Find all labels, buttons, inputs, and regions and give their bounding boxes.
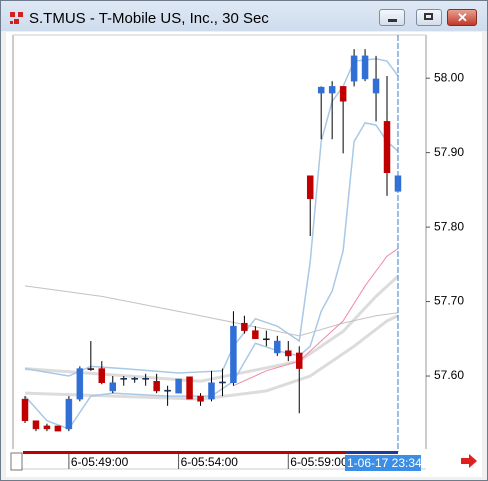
candle-body [328, 86, 336, 94]
chart: 57.60 57.70 57.80 57.90 58.00 6-05:49:00 6-05:… [6, 32, 482, 477]
candle-body [32, 420, 40, 430]
candle-body [54, 425, 62, 432]
time-axis-bar [23, 451, 345, 454]
candle-body [252, 330, 259, 340]
indicator-line [24, 275, 399, 383]
y-tick-label: 57.70 [434, 294, 464, 308]
candle-body [109, 382, 117, 392]
indicator-line [24, 58, 399, 377]
cursor-label-box [344, 455, 421, 471]
candle-body [350, 55, 358, 82]
indicator-line [233, 248, 399, 387]
time-axis-bar [345, 451, 398, 454]
candle-body [87, 368, 95, 370]
candle-body [274, 340, 281, 354]
candle-body [76, 368, 84, 400]
candle-body [98, 368, 106, 383]
candle-body [186, 376, 193, 400]
candle-body [306, 175, 314, 200]
candle-body [241, 322, 248, 331]
candle-body [197, 395, 204, 402]
candle-body [175, 378, 182, 394]
candle-body [208, 382, 215, 400]
candle-body [339, 86, 347, 102]
candle-body [296, 352, 303, 369]
x-tick-label: 6-05:49:00 [71, 455, 129, 469]
x-tick-label: 6-05:59:00 [290, 455, 348, 469]
y-tick-label: 58.00 [434, 70, 464, 84]
candle-body [21, 398, 29, 421]
maximize-button[interactable] [416, 9, 442, 26]
scroll-box [10, 452, 23, 471]
candle-body [285, 350, 292, 357]
y-tick-label: 57.60 [434, 368, 464, 382]
candle-body [383, 121, 391, 174]
candle-body [317, 86, 325, 94]
candle-body [372, 78, 380, 94]
candle-body [131, 378, 138, 380]
candle-body [164, 389, 171, 392]
candle-body [142, 378, 149, 380]
x-tick-label: 6-05:54:00 [181, 455, 239, 469]
indicator-line [24, 285, 399, 337]
candle-body [120, 378, 127, 380]
candle-body [65, 398, 73, 430]
candle-body [263, 338, 270, 341]
candle-body [43, 425, 51, 430]
candle-body [230, 325, 237, 383]
candle-body [361, 55, 369, 80]
y-tick-label: 57.90 [434, 145, 464, 159]
close-button[interactable]: ✕ [447, 9, 477, 26]
scroll-right-arrow [461, 454, 477, 468]
minimize-button[interactable] [379, 9, 405, 26]
candle-body [153, 380, 160, 392]
window-title: S.TMUS - T-Mobile US, Inc., 30 Sec [29, 10, 269, 27]
y-tick-label: 57.80 [434, 219, 464, 233]
app-icon [10, 12, 23, 24]
candle-body [219, 381, 226, 384]
cursor-label: 1-06-17 23:34:00 [347, 456, 439, 470]
